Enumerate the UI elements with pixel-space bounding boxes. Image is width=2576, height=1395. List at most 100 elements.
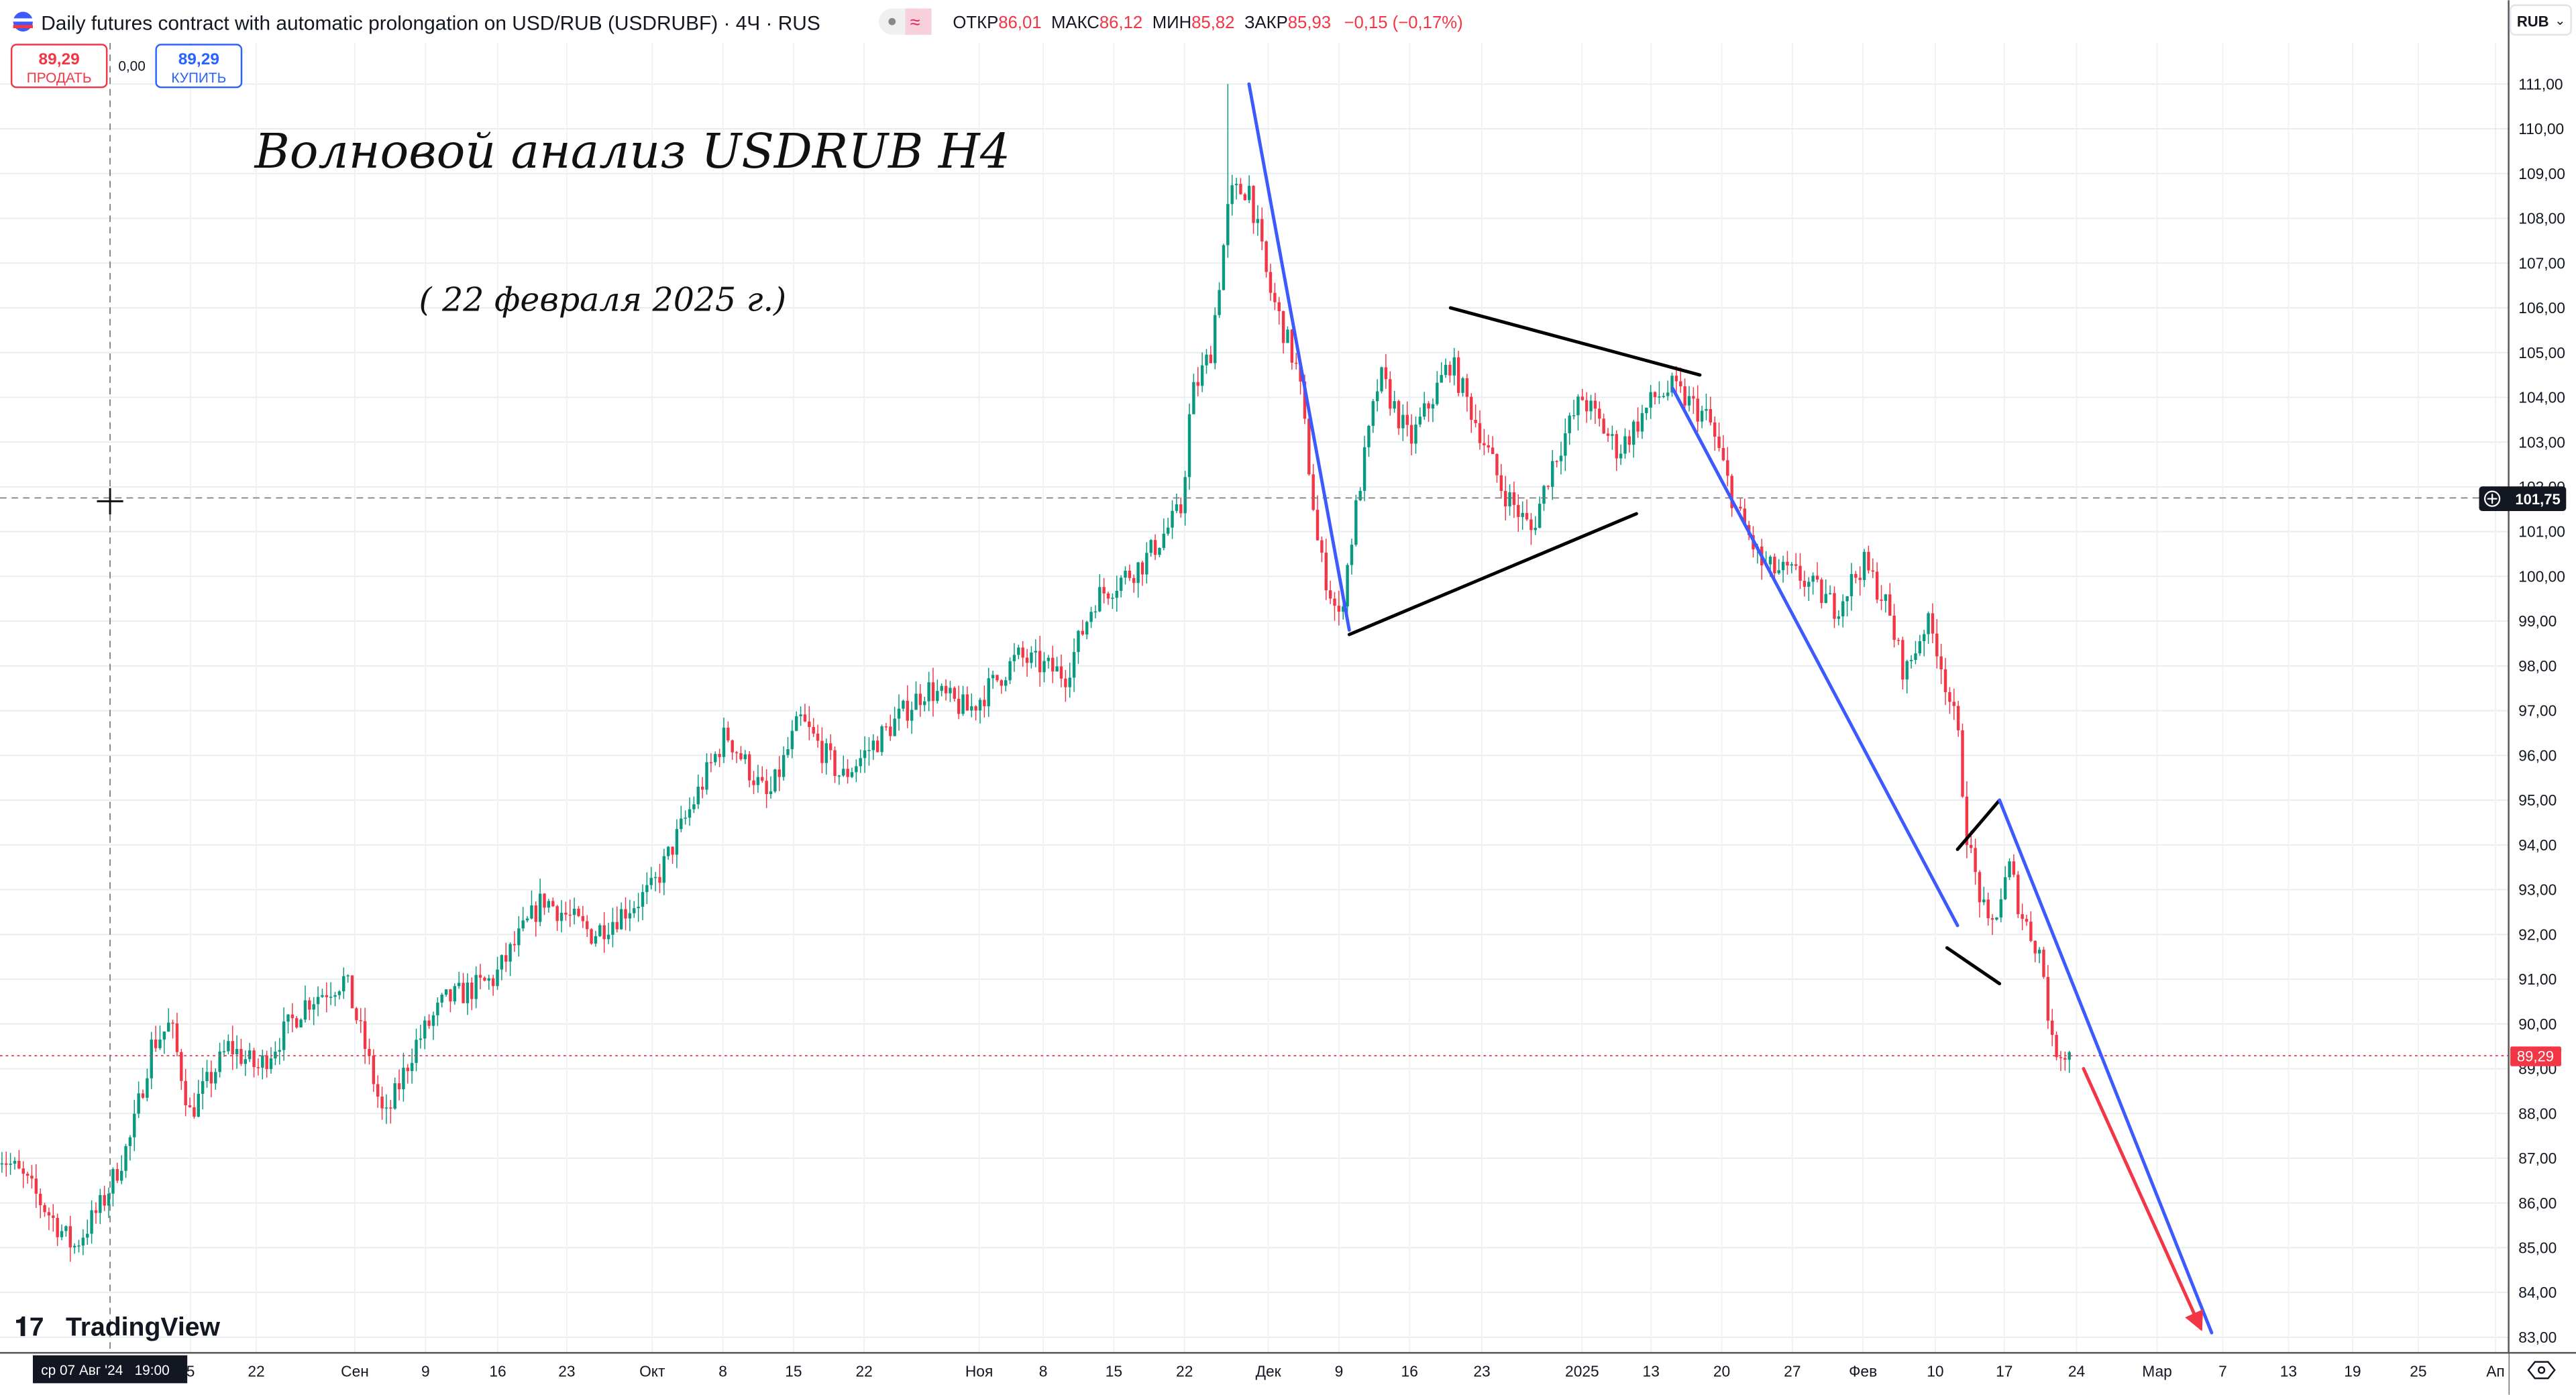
annotation-title[interactable]: Волновой анализ USDRUB H4: [254, 123, 1010, 179]
candle: [743, 754, 747, 760]
candle: [1773, 557, 1776, 573]
candle: [731, 740, 734, 752]
candle: [188, 1105, 192, 1107]
candle: [478, 974, 482, 978]
candle: [415, 1040, 418, 1063]
candle: [1551, 461, 1554, 487]
candle: [312, 1004, 315, 1010]
candle: [346, 975, 350, 976]
candle: [1478, 423, 1482, 443]
candle: [1405, 414, 1409, 425]
candle: [1990, 918, 1994, 920]
candle: [1948, 692, 1951, 702]
candle: [1700, 410, 1704, 422]
candle: [611, 922, 614, 935]
candle: [13, 1160, 17, 1164]
candle: [1183, 477, 1187, 514]
candle: [1939, 656, 1943, 669]
buy-button[interactable]: 89,29 КУПИТЬ: [155, 44, 243, 89]
candle: [530, 905, 533, 919]
tradingview-logo[interactable]: 𝟏7 TradingView: [15, 1313, 220, 1341]
candle: [1333, 598, 1336, 606]
settings-gear-icon[interactable]: [2527, 1361, 2556, 1380]
candle: [17, 1160, 21, 1169]
sell-button[interactable]: 89,29 ПРОДАТЬ: [10, 44, 108, 89]
time-axis[interactable]: [0, 1353, 2509, 1395]
candle: [602, 925, 606, 940]
svg-text:ср 07 Авг '24 19:00: ср 07 Авг '24 19:00: [41, 1363, 169, 1378]
time-tick-label: Ап: [2486, 1363, 2505, 1380]
price-tick-label: 111,00: [2518, 75, 2563, 93]
candle: [1995, 917, 1998, 920]
candle: [765, 781, 768, 795]
price-tick-label: 109,00: [2518, 165, 2565, 182]
candle: [2042, 950, 2045, 977]
candle: [1875, 571, 1879, 600]
drawings[interactable]: [1247, 82, 2214, 1335]
candle: [1572, 415, 1576, 416]
currency-button[interactable]: RUB ⌄: [2509, 4, 2572, 36]
candle: [773, 769, 777, 792]
candle: [265, 1055, 268, 1070]
candle: [1559, 455, 1563, 461]
candle: [645, 885, 649, 893]
candle: [474, 974, 478, 999]
candle: [1534, 527, 1537, 531]
candle: [86, 1233, 89, 1238]
candle: [1529, 519, 1533, 531]
candle: [1064, 678, 1067, 687]
candle: [457, 983, 461, 987]
candle: [227, 1041, 230, 1052]
candle: [902, 700, 905, 709]
candle: [918, 693, 922, 706]
add-plus-circle-icon[interactable]: [2483, 490, 2501, 507]
candle: [278, 1050, 281, 1052]
approx-icon: ≈: [910, 12, 920, 32]
candle: [1781, 561, 1785, 571]
candle: [1909, 659, 1913, 661]
candle: [1491, 447, 1495, 454]
candle: [1721, 448, 1725, 461]
candle: [1414, 424, 1417, 444]
annotation-date[interactable]: ( 22 февраля 2025 г.): [419, 280, 786, 319]
candle: [1705, 408, 1708, 411]
time-tick-label: 22: [248, 1363, 264, 1380]
candle: [1448, 364, 1452, 376]
candle: [359, 1020, 362, 1021]
candle: [2017, 875, 2020, 915]
candle: [940, 685, 943, 691]
candle: [1730, 476, 1733, 508]
candle: [910, 710, 914, 721]
candle: [393, 1083, 396, 1109]
candle: [286, 1014, 290, 1022]
candle: [1807, 581, 1811, 587]
candle: [274, 1052, 277, 1059]
candle: [598, 925, 602, 936]
candle: [696, 786, 700, 805]
candle: [837, 775, 841, 777]
price-tick-label: 88,00: [2518, 1105, 2557, 1122]
candle: [368, 1049, 371, 1056]
candle: [1461, 378, 1464, 393]
time-tick-label: 15: [785, 1363, 802, 1380]
time-tick-label: 9: [421, 1363, 430, 1380]
candle: [162, 1031, 166, 1040]
candle: [1713, 422, 1717, 437]
candle: [2059, 1057, 2063, 1058]
candle: [1124, 570, 1127, 578]
candle: [470, 983, 474, 999]
candle: [1645, 407, 1648, 414]
candle: [1444, 364, 1448, 376]
candle: [615, 922, 619, 930]
candle: [295, 1018, 299, 1027]
candle: [1380, 367, 1383, 392]
candle: [1017, 647, 1020, 655]
symbol-title[interactable]: Daily futures contract with automatic pr…: [41, 12, 820, 34]
candle: [1670, 376, 1674, 393]
crosshair-time-label: ср 07 Авг '24 19:00: [32, 1355, 188, 1384]
price-axis[interactable]: [2508, 0, 2576, 1395]
buy-price: 89,29: [178, 50, 219, 68]
candle: [1440, 375, 1443, 383]
candle: [1474, 419, 1477, 423]
